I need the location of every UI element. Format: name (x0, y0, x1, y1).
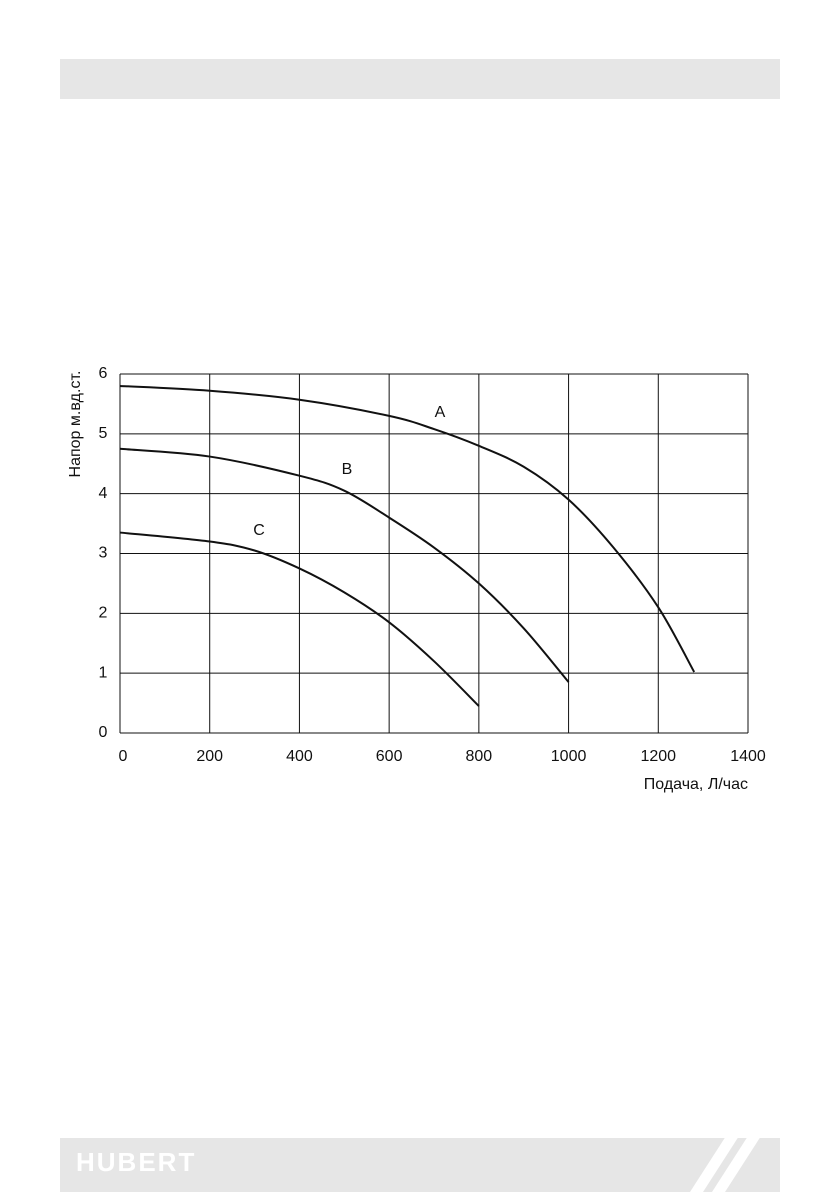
x-tick-label: 600 (376, 748, 403, 765)
y-tick-label: 5 (99, 425, 108, 442)
y-axis-label: Напор м.вд.ст. (67, 371, 84, 478)
x-tick-label: 1400 (730, 748, 766, 765)
curve (119, 531, 480, 707)
x-tick-label: 0 (119, 748, 128, 765)
x-axis-label: Подача, Л/час (644, 776, 748, 793)
curve (119, 447, 570, 683)
y-tick-label: 0 (99, 724, 108, 741)
x-tick-label: 200 (196, 748, 223, 765)
header-bar (60, 59, 780, 99)
curve (119, 384, 696, 673)
x-tick-label: 1200 (640, 748, 676, 765)
y-tick-label: 2 (99, 605, 108, 622)
x-tick-label: 400 (286, 748, 313, 765)
y-tick-label: 4 (99, 485, 108, 502)
logo-stripes (690, 1122, 770, 1192)
y-tick-label: 1 (99, 664, 108, 681)
x-tick-label: 800 (466, 748, 493, 765)
x-tick-label: 1000 (551, 748, 587, 765)
y-tick-label: 3 (99, 545, 108, 562)
curve-label: B (342, 461, 353, 478)
curve-label: C (253, 522, 265, 539)
brand: HUBERT (76, 1147, 196, 1177)
y-tick-label: 6 (99, 365, 108, 382)
curve-label: A (435, 404, 446, 421)
footer-bar (60, 1138, 780, 1192)
